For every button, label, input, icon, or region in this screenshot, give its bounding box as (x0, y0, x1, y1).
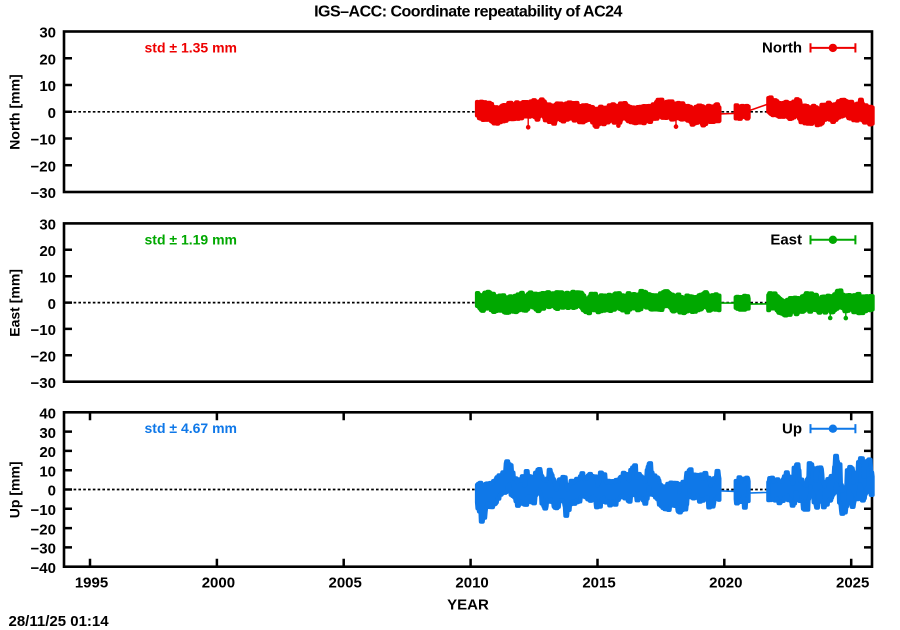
svg-text:−40: −40 (31, 560, 56, 577)
svg-text:20: 20 (39, 243, 56, 260)
svg-text:0: 0 (48, 483, 56, 500)
svg-text:1995: 1995 (75, 575, 108, 592)
svg-text:20: 20 (39, 444, 56, 461)
svg-text:std ± 4.67 mm: std ± 4.67 mm (145, 420, 238, 436)
svg-text:YEAR: YEAR (447, 597, 489, 614)
svg-text:North [mm]: North [mm] (7, 74, 23, 149)
svg-text:East: East (770, 232, 802, 249)
svg-text:−10: −10 (31, 132, 56, 149)
svg-text:20: 20 (39, 52, 56, 69)
svg-text:Up [mm]: Up [mm] (7, 461, 23, 518)
svg-text:10: 10 (39, 463, 56, 480)
svg-text:30: 30 (39, 425, 56, 442)
svg-text:28/11/25 01:14: 28/11/25 01:14 (9, 613, 110, 630)
svg-text:−10: −10 (31, 322, 56, 339)
svg-text:2005: 2005 (329, 575, 362, 592)
svg-text:−30: −30 (31, 375, 56, 392)
svg-text:std ± 1.35 mm: std ± 1.35 mm (145, 39, 238, 55)
svg-text:−20: −20 (31, 349, 56, 366)
svg-text:−30: −30 (31, 541, 56, 558)
svg-text:0: 0 (48, 296, 56, 313)
svg-text:−20: −20 (31, 521, 56, 538)
svg-text:North: North (762, 40, 802, 57)
svg-text:30: 30 (39, 25, 56, 42)
svg-text:40: 40 (39, 406, 56, 423)
svg-text:Up: Up (782, 420, 802, 437)
svg-text:2025: 2025 (836, 575, 869, 592)
svg-text:−20: −20 (31, 158, 56, 175)
svg-text:2000: 2000 (202, 575, 235, 592)
svg-text:0: 0 (48, 105, 56, 122)
svg-text:2020: 2020 (709, 575, 742, 592)
svg-text:2010: 2010 (455, 575, 488, 592)
svg-text:IGS–ACC: Coordinate repeatabil: IGS–ACC: Coordinate repeatability of AC2… (314, 4, 622, 21)
svg-text:30: 30 (39, 217, 56, 234)
svg-text:−30: −30 (31, 185, 56, 202)
svg-text:std ± 1.19 mm: std ± 1.19 mm (145, 231, 238, 247)
svg-text:East [mm]: East [mm] (7, 269, 23, 337)
svg-text:10: 10 (39, 78, 56, 95)
svg-text:−10: −10 (31, 502, 56, 519)
svg-text:2015: 2015 (582, 575, 615, 592)
svg-text:10: 10 (39, 269, 56, 286)
